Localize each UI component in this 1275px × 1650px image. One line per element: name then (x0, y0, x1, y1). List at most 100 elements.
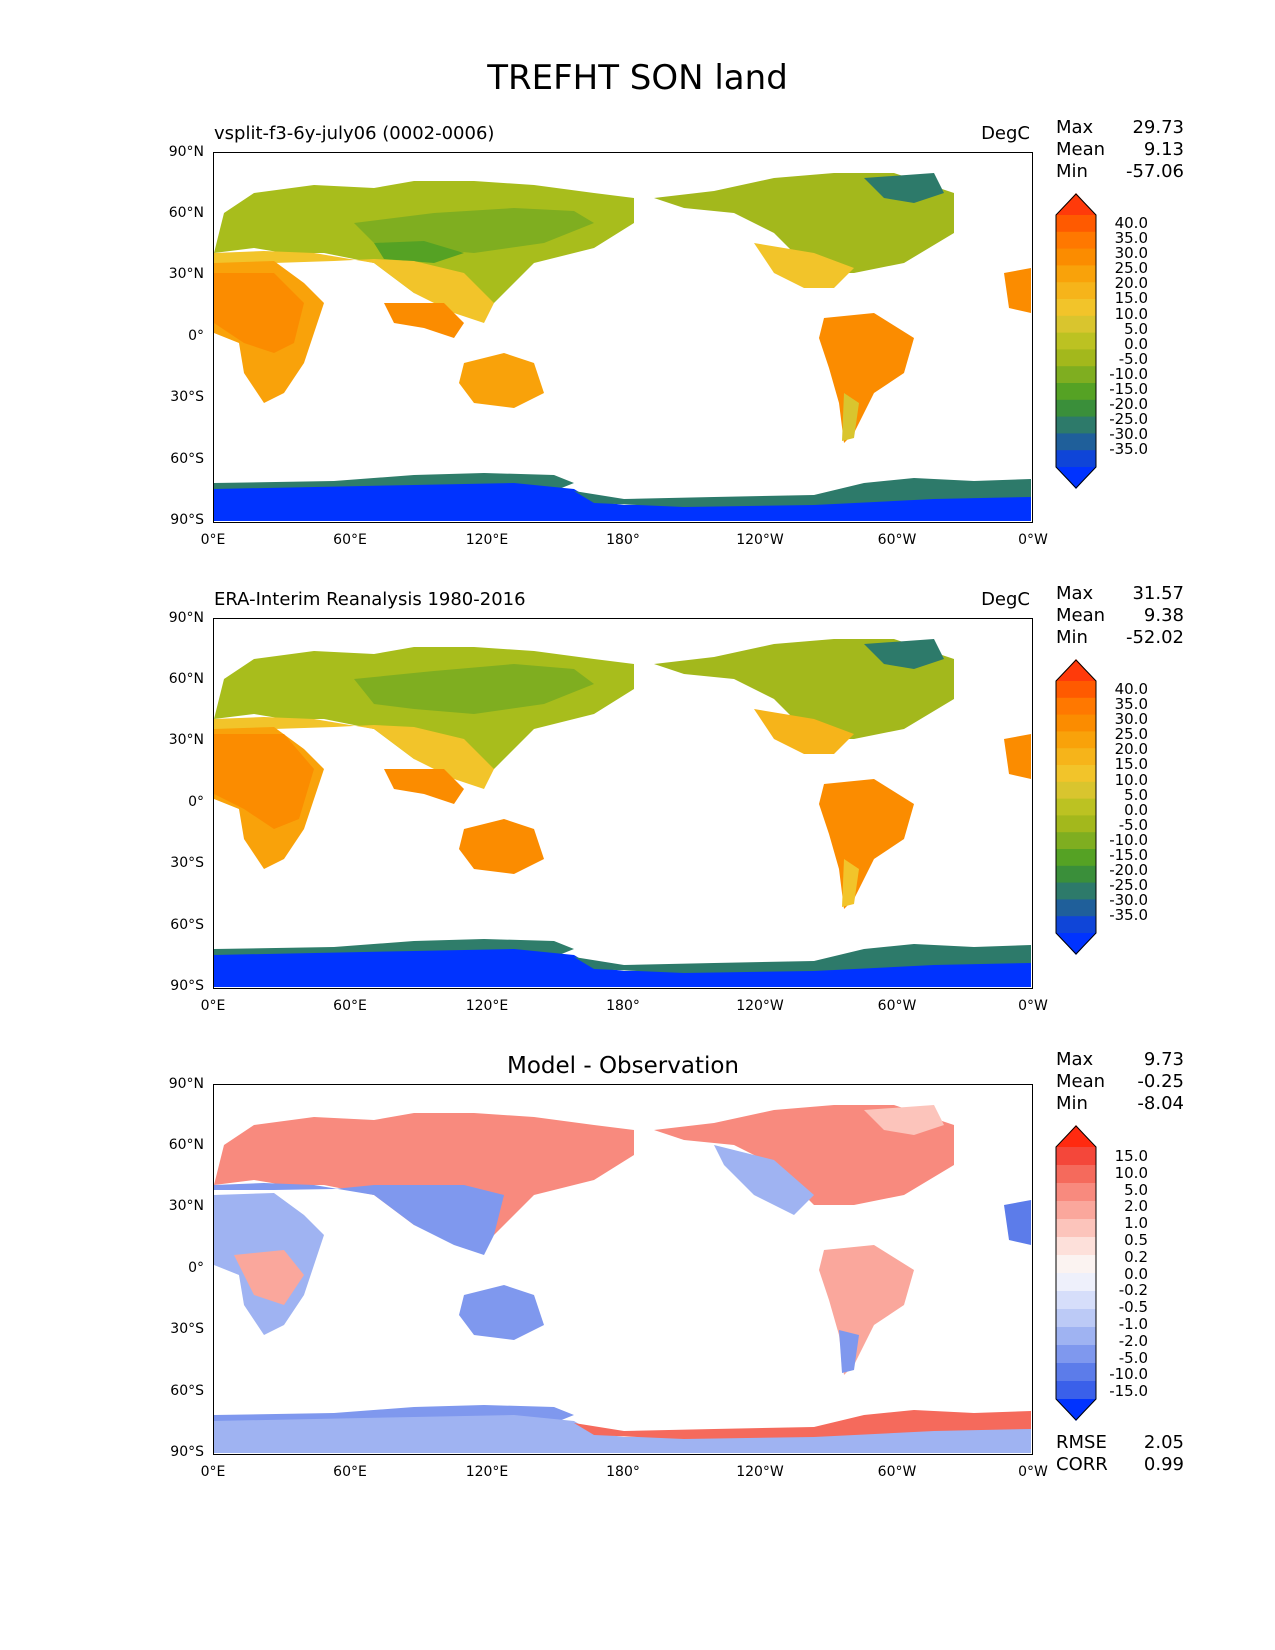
colorbar-tick-label: -10.0 (1109, 830, 1148, 849)
colorbar-tick-label: -15.0 (1109, 1382, 1148, 1401)
colorbar-segment (1056, 1219, 1096, 1238)
colorbar-tick-label: -25.0 (1109, 876, 1148, 895)
colorbar-segment (1056, 899, 1096, 917)
map-axes-diff (213, 1084, 1033, 1455)
colorbar-segment (1056, 366, 1096, 384)
xtick-label: 120°E (465, 532, 509, 548)
colorbar-tick-label: 0.0 (1124, 334, 1148, 353)
colorbar-tick-label: -15.0 (1109, 380, 1148, 399)
colorbar-tick-label: -5.0 (1118, 1348, 1148, 1367)
colorbar-segment (1056, 1291, 1096, 1310)
colorbar-tick-label: -35.0 (1109, 906, 1148, 925)
colorbar-segment (1056, 1165, 1096, 1184)
xtick-label: 0°E (200, 532, 226, 548)
xtick-label: 0°W (1018, 998, 1048, 1014)
colorbar-tick-label: -30.0 (1109, 425, 1148, 444)
colorbar-extend-min (1056, 467, 1096, 489)
stats-box-test: Max 29.73 Mean 9.13 Min -57.06 (1056, 117, 1184, 182)
colorbar-tick-label: 25.0 (1114, 725, 1148, 744)
colorbar-tick-label: 15.0 (1114, 289, 1148, 308)
xtick-label: 120°W (736, 1464, 784, 1480)
ytick-label: 60°N (168, 1137, 204, 1153)
map-test (214, 173, 1031, 521)
colorbar-outline (1055, 193, 1097, 489)
xtick-label: 0°E (200, 998, 226, 1014)
colorbar-tick-label: 0.5 (1124, 1230, 1148, 1249)
colorbar-segment (1056, 765, 1096, 783)
colorbar-segment (1056, 1381, 1096, 1400)
colorbar-extend-max (1056, 1125, 1096, 1147)
xtick-label: 120°W (736, 532, 784, 548)
ytick-label: 90°S (170, 1444, 204, 1460)
colorbar-segment (1056, 731, 1096, 749)
xtick-label: 60°W (877, 998, 917, 1014)
ytick-label: 60°S (170, 917, 204, 933)
colorbar-tick-label: -10.0 (1109, 364, 1148, 383)
units-label-reference: DegC (981, 589, 1030, 610)
colorbar-extend-min (1056, 933, 1096, 955)
xtick-label: 60°W (877, 1464, 917, 1480)
colorbar-segment (1056, 1183, 1096, 1202)
xtick-label: 120°W (736, 998, 784, 1014)
colorbar-tick-label: 1.0 (1124, 1214, 1148, 1233)
colorbar-tick-label: 5.0 (1124, 785, 1148, 804)
colorbar-tick-label: 20.0 (1114, 740, 1148, 759)
ytick-label: 30°S (170, 1321, 204, 1337)
colorbar-diff (1054, 1125, 1098, 1421)
colorbar-segment (1056, 399, 1096, 418)
colorbar-segment (1056, 1201, 1096, 1220)
colorbar-segment (1056, 748, 1096, 766)
colorbar-segment (1056, 815, 1096, 833)
ytick-label: 90°N (168, 144, 204, 160)
colorbar-tick-label: 35.0 (1114, 695, 1148, 714)
colorbar-segment (1056, 248, 1096, 266)
units-label-test: DegC (981, 123, 1030, 144)
map-axes-test (213, 152, 1033, 523)
xtick-label: 180° (606, 532, 640, 548)
colorbar-segment (1056, 215, 1096, 233)
stats-box-diff: Max 9.73 Mean -0.25 Min -8.04 (1056, 1049, 1184, 1114)
map-axes-reference (213, 618, 1033, 989)
stats-box-reference: Max 31.57 Mean 9.38 Min -52.02 (1056, 583, 1184, 648)
colorbar-extend-min (1056, 1399, 1096, 1421)
xtick-label: 60°E (333, 998, 367, 1014)
xtick-label: 0°W (1018, 1464, 1048, 1480)
colorbar-tick-label: 40.0 (1114, 214, 1148, 232)
xtick-label: 120°E (465, 998, 509, 1014)
xtick-label: 60°E (333, 532, 367, 548)
colorbar-segment (1056, 416, 1096, 434)
colorbar-segment (1056, 697, 1096, 716)
colorbar-segment (1056, 681, 1096, 699)
colorbar-tick-label: -1.0 (1118, 1314, 1148, 1333)
colorbar-segment (1056, 1237, 1096, 1256)
colorbar-outline (1055, 1125, 1097, 1421)
ytick-label: 30°N (168, 1198, 204, 1214)
xtick-label: 180° (606, 998, 640, 1014)
colorbar-segment (1056, 916, 1096, 934)
colorbar-segment (1056, 714, 1096, 732)
ytick-label: 90°S (170, 512, 204, 528)
colorbar-segment (1056, 1309, 1096, 1328)
metrics-box-diff: RMSE 2.05 CORR 0.99 (1056, 1432, 1184, 1475)
xtick-label: 180° (606, 1464, 640, 1480)
ytick-label: 60°N (168, 205, 204, 221)
colorbar-segment (1056, 1363, 1096, 1382)
colorbar-segment (1056, 349, 1096, 367)
colorbar-segment (1056, 231, 1096, 250)
colorbar-tick-label: -5.0 (1118, 815, 1148, 834)
colorbar-tick-label: 10.0 (1114, 304, 1148, 323)
colorbar-tick-label: 0.0 (1124, 1264, 1148, 1283)
colorbar-segment (1056, 450, 1096, 468)
colorbar-segment (1056, 383, 1096, 401)
colorbar-outline (1055, 659, 1097, 955)
colorbar-tick-label: 15.0 (1114, 755, 1148, 774)
colorbar-tick-label: 30.0 (1114, 244, 1148, 263)
ytick-label: 0° (188, 328, 204, 344)
map-reference (214, 639, 1031, 987)
colorbar-extend-max (1056, 659, 1096, 681)
ytick-label: 30°S (170, 855, 204, 871)
panel-title-reference: ERA-Interim Reanalysis 1980-2016 (214, 589, 526, 610)
colorbar-segment (1056, 1345, 1096, 1364)
colorbar-tick-label: 25.0 (1114, 259, 1148, 278)
ytick-label: 90°N (168, 1076, 204, 1092)
